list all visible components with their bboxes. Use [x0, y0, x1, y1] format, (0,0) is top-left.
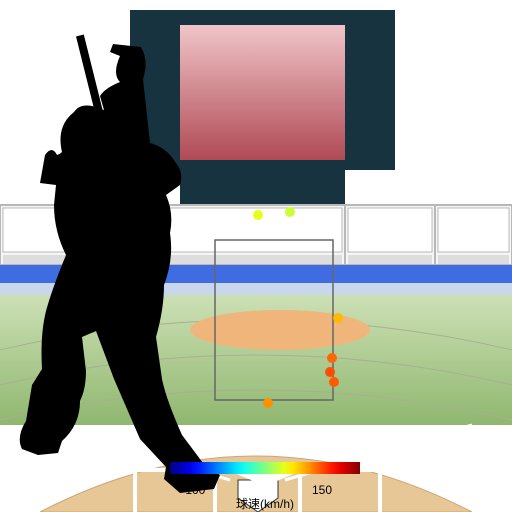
pitchers-mound	[190, 310, 370, 350]
colorbar-label: 球速(km/h)	[236, 497, 294, 511]
pitch-marker	[333, 313, 343, 323]
pitch-marker	[329, 377, 339, 387]
scoreboard-screen	[180, 25, 345, 160]
pitch-marker	[325, 367, 335, 377]
pitch-marker	[253, 210, 263, 220]
colorbar-tick: 150	[312, 483, 332, 497]
pitch-marker	[285, 207, 295, 217]
pitch-marker	[263, 398, 273, 408]
speed-colorbar	[170, 462, 360, 474]
colorbar-tick: 100	[185, 483, 205, 497]
pitch-marker	[327, 353, 337, 363]
